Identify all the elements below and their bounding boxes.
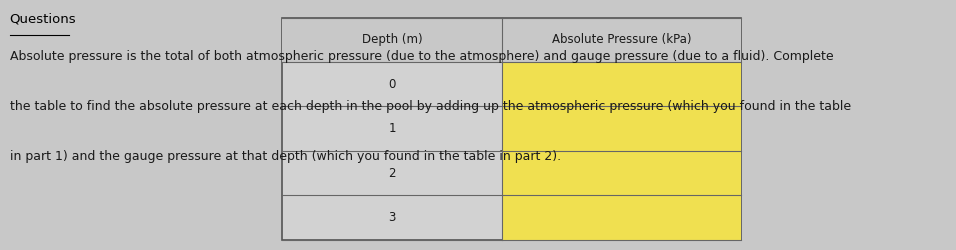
Bar bbox=[282, 18, 741, 240]
Text: 3: 3 bbox=[388, 211, 396, 224]
Text: Absolute pressure is the total of both atmospheric pressure (due to the atmosphe: Absolute pressure is the total of both a… bbox=[10, 50, 834, 63]
Text: 2: 2 bbox=[388, 167, 396, 180]
Bar bbox=[502, 196, 741, 240]
Text: the table to find the absolute pressure at each depth in the pool by adding up t: the table to find the absolute pressure … bbox=[10, 100, 851, 113]
Text: Questions: Questions bbox=[10, 12, 76, 26]
Text: Depth (m): Depth (m) bbox=[361, 33, 423, 46]
Text: 1: 1 bbox=[388, 122, 396, 135]
Bar bbox=[282, 18, 741, 62]
Bar bbox=[502, 62, 741, 106]
Text: 0: 0 bbox=[388, 78, 396, 91]
Bar bbox=[502, 151, 741, 196]
Text: Absolute Pressure (kPa): Absolute Pressure (kPa) bbox=[552, 33, 691, 46]
Bar bbox=[502, 106, 741, 151]
Text: in part 1) and the gauge pressure at that depth (which you found in the table in: in part 1) and the gauge pressure at tha… bbox=[10, 150, 560, 163]
